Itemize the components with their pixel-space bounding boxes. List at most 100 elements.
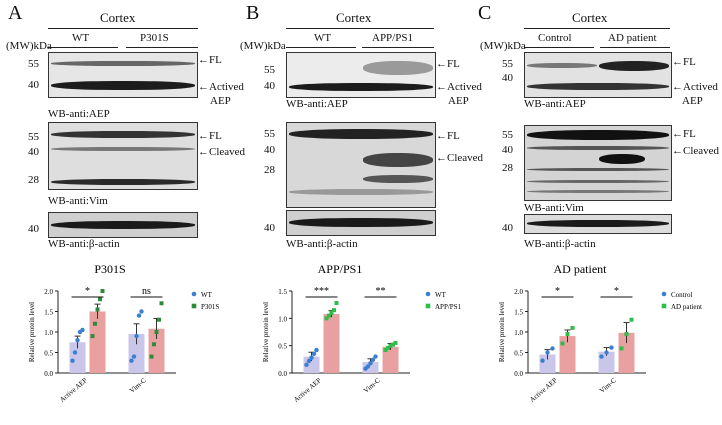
data-point <box>129 358 134 363</box>
blot-label-actin-b: WB-anti:β-actin <box>286 238 358 250</box>
mw-label-a: (MW)kDa <box>6 40 52 52</box>
data-point <box>311 351 317 357</box>
data-point <box>136 313 142 318</box>
data-point <box>152 342 156 347</box>
data-point <box>131 354 137 359</box>
y-tick-label: 1.5 <box>278 288 287 296</box>
tissue-label-c: Cortex <box>572 10 608 25</box>
blot-label-vim-a: WB-anti:Vim <box>48 195 108 207</box>
chart-title: P301S <box>94 262 125 276</box>
legend-marker <box>425 303 431 309</box>
mw-label-b: (MW)kDa <box>240 40 286 52</box>
data-point <box>329 310 334 315</box>
arrow-label-fl: ←FL <box>436 58 460 70</box>
blot-vim-c <box>524 125 672 201</box>
ladder-40: 40 <box>502 72 513 84</box>
arrow-label-aep: AEP <box>448 95 469 107</box>
panel-letter-b: B <box>246 2 260 24</box>
data-point <box>393 340 398 345</box>
ladder-55: 55 <box>28 131 39 143</box>
ladder-55: 55 <box>264 64 275 76</box>
data-point <box>604 350 609 355</box>
data-point <box>599 354 604 359</box>
blot-label-vim-c: WB-anti:Vim <box>524 202 584 214</box>
blot-aep-a <box>48 52 198 98</box>
significance-label: ns <box>142 286 151 297</box>
data-point <box>327 313 331 318</box>
y-tick-label: 0.5 <box>514 350 523 358</box>
blot-vim-a <box>48 122 198 190</box>
arrow-label-actived: ←Actived <box>198 81 244 93</box>
legend-marker <box>191 303 197 309</box>
blot-actin-a <box>48 212 198 238</box>
y-tick-label: 0.0 <box>514 370 523 378</box>
data-point <box>624 332 629 337</box>
data-point <box>80 327 85 333</box>
significance-label: * <box>85 286 90 297</box>
ladder-55: 55 <box>28 58 39 70</box>
ladder-40: 40 <box>264 144 275 156</box>
data-point <box>157 317 161 322</box>
legend-label: WT <box>435 291 447 299</box>
group-label-control-c: Control <box>538 32 572 44</box>
group-label-wt-a: WT <box>72 32 90 44</box>
ladder-40: 40 <box>28 79 39 91</box>
y-tick-label: 1.0 <box>44 329 53 337</box>
data-point <box>383 348 388 353</box>
group-label-ad-c: AD patient <box>608 32 657 44</box>
bar <box>69 342 86 373</box>
y-tick-label: 1.0 <box>514 329 523 337</box>
data-point <box>334 301 339 306</box>
bar <box>128 334 145 373</box>
category-label: Vim-C <box>128 376 148 395</box>
arrow-label-fl: ←FL <box>672 56 696 68</box>
data-point <box>306 358 312 364</box>
arrow-label-fl: ←FL <box>198 54 222 66</box>
legend-marker <box>661 303 667 309</box>
ladder-40: 40 <box>28 146 39 158</box>
ladder-40: 40 <box>264 80 275 92</box>
y-tick-label: 0.0 <box>44 370 53 378</box>
data-point <box>560 341 565 346</box>
y-tick-label: 0.0 <box>278 370 287 378</box>
data-point <box>629 317 634 322</box>
legend-label: P301S <box>201 303 219 311</box>
bar <box>618 332 635 373</box>
data-point <box>386 345 390 350</box>
group-label-wt-b: WT <box>314 32 332 44</box>
data-point <box>324 316 329 321</box>
group-label-app-b: APP/PS1 <box>372 32 413 44</box>
arrow-label-aep: AEP <box>210 95 231 107</box>
bar <box>382 346 399 373</box>
data-point <box>90 334 95 339</box>
data-point <box>154 330 159 334</box>
y-tick-label: 0.5 <box>44 350 53 358</box>
bar <box>362 362 379 373</box>
data-point <box>134 333 139 339</box>
y-tick-label: 1.5 <box>514 309 523 317</box>
blot-label-aep-b: WB-anti:AEP <box>286 98 348 110</box>
significance-label: ** <box>376 286 386 297</box>
category-label: Vim-C <box>362 376 382 395</box>
ladder-55: 55 <box>264 128 275 140</box>
blot-aep-b <box>286 52 436 98</box>
y-axis-label: Relative protein level <box>498 302 506 362</box>
bar <box>148 328 165 373</box>
arrow-label-fl: ←FL <box>436 130 460 142</box>
ladder-40: 40 <box>502 144 513 156</box>
y-axis-label: Relative protein level <box>28 302 36 362</box>
category-label: Vim-C <box>598 376 618 395</box>
data-point <box>550 346 555 351</box>
data-point <box>619 346 624 351</box>
tissue-label-b: Cortex <box>336 10 372 25</box>
arrow-label-actived: ←Actived <box>672 81 718 93</box>
legend-marker <box>191 291 197 297</box>
bar-charts: P301S 0.0 0.5 1.0 1.5 2.0 Relative protein lev… <box>28 262 702 404</box>
blot-actin-c <box>524 214 672 234</box>
blot-label-aep-a: WB-anti:AEP <box>48 108 110 120</box>
bar <box>89 311 106 373</box>
category-label: Active AEP <box>528 376 559 404</box>
ladder-40: 40 <box>502 222 513 234</box>
ladder-28: 28 <box>28 174 39 186</box>
panel-letter-a: A <box>8 2 23 24</box>
